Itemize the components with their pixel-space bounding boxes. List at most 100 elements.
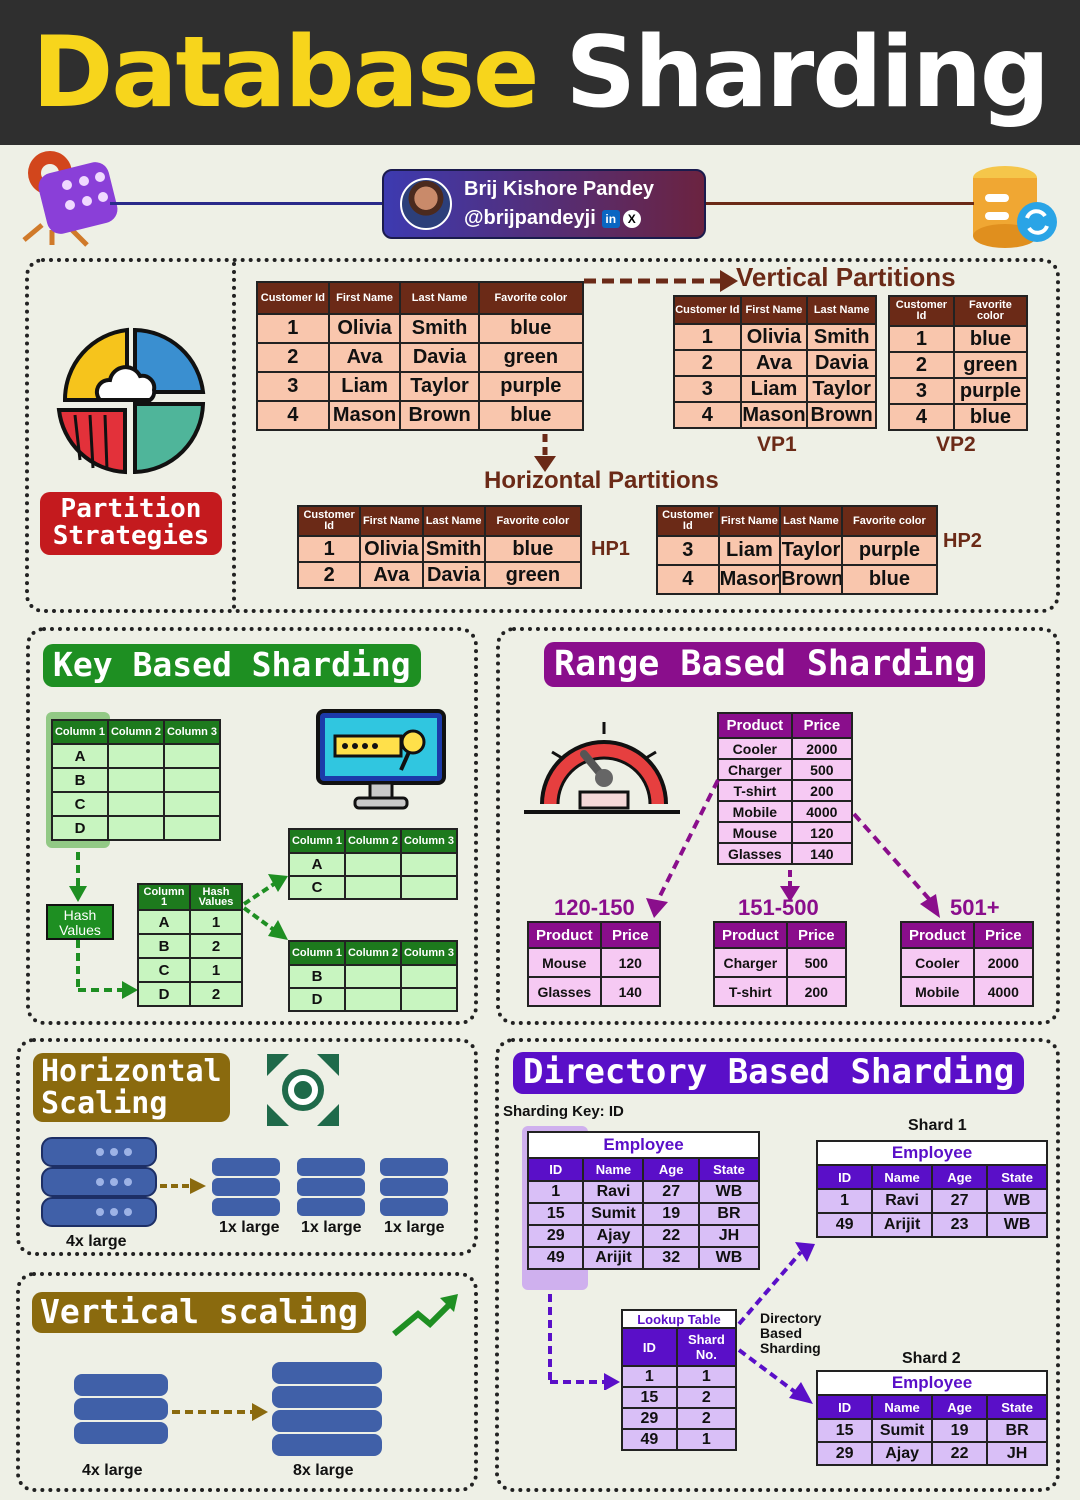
table-cell: Charger [713, 947, 788, 978]
table-row: Cooler 2000 [717, 737, 854, 760]
range3-table: Product Price Cooler 2000 Mobile 4000 [900, 921, 1035, 1007]
table-cell: 1 [673, 323, 742, 351]
column-header: State [697, 1157, 761, 1182]
table-cell: Smith [421, 535, 486, 563]
table-cell: 3 [673, 375, 742, 403]
column-header: Hash Values [189, 883, 243, 911]
table-cell: Smith [399, 313, 480, 344]
range-arrows [646, 779, 940, 918]
table-cell [163, 767, 221, 793]
table-cell: 4 [256, 400, 330, 431]
table-cell: Brown [399, 400, 480, 431]
hscale-small-label-3: 1x large [384, 1219, 445, 1236]
table-cell: purple [840, 535, 939, 566]
table-row: A [51, 743, 221, 769]
table-cell: BR [986, 1418, 1048, 1443]
table-cell: 27 [930, 1188, 989, 1214]
table-caption: Lookup Table [621, 1309, 737, 1329]
table-cell: 200 [790, 779, 854, 802]
table-cell [107, 791, 165, 817]
table-cell: 2 [256, 342, 330, 373]
table-cell: Olivia [739, 323, 809, 351]
table-row: 29 2 [621, 1407, 738, 1430]
column-header: Last Name [779, 505, 843, 537]
table-cell: Mobile [900, 976, 975, 1007]
table-row: Mobile 4000 [717, 800, 854, 823]
trend-up-icon [392, 1294, 458, 1337]
table-cell: 140 [790, 842, 854, 865]
hash-values-box: Hash Values [46, 904, 114, 940]
table-row: 15 Sumit 19 BR [815, 1418, 1048, 1443]
table-caption: Employee [816, 1140, 1048, 1166]
x-icon[interactable]: X [622, 209, 641, 228]
table-cell: Olivia [327, 313, 402, 344]
table-cell [163, 791, 221, 817]
column-header: Column 3 [163, 719, 221, 745]
table-row: D [51, 815, 221, 841]
shard-arrows [737, 1242, 815, 1404]
vp1-table: Customer Id First Name Last Name 1 Olivia Smi… [673, 295, 877, 429]
shard2-table: Employee ID Name Age State 15 Sumit 19 BR 29 Ajay 2… [815, 1370, 1048, 1466]
database-gear-icon [22, 151, 118, 247]
table-cell: Liam [327, 371, 402, 402]
table-cell: Charger [717, 758, 793, 781]
table-cell: 29 [621, 1407, 678, 1430]
partition-strategies-badge: Partition Strategies [40, 492, 222, 555]
vertical-scaling-panel [16, 1272, 478, 1492]
table-row: Charger 500 [717, 758, 854, 781]
column-header: Customer Id [673, 295, 742, 325]
table-cell: 2 [189, 933, 243, 959]
table-row: 2 green [888, 351, 1029, 379]
table-cell: 23 [930, 1212, 989, 1238]
column-header: Product [527, 921, 602, 949]
table-row: 3 Liam Taylor purple [656, 535, 939, 566]
table-cell: Taylor [399, 371, 480, 402]
table-cell: Ravi [871, 1188, 933, 1214]
range1-table: Product Price Mouse 120 Glasses 140 [527, 921, 662, 1007]
column-header: Column 1 [288, 828, 346, 854]
table-cell: green [483, 561, 583, 589]
table-cell: A [51, 743, 109, 769]
table-row: C [51, 791, 221, 817]
table-cell: 22 [642, 1224, 700, 1248]
column-header: State [986, 1394, 1048, 1420]
table-cell: WB [986, 1212, 1048, 1238]
table-cell: 1 [621, 1365, 678, 1388]
table-cell: 1 [815, 1188, 874, 1214]
table-cell: Smith [806, 323, 877, 351]
table-row: Cooler 2000 [900, 947, 1035, 978]
table-cell: 3 [656, 535, 720, 566]
table-cell: Ava [739, 349, 809, 377]
title-database: Database [31, 15, 540, 130]
table-cell: blue [477, 313, 585, 344]
author-card[interactable]: Brij Kishore Pandey @brijpandeyji in X [382, 169, 706, 239]
server-small-icon [212, 1158, 448, 1216]
table-row: Mobile 4000 [900, 976, 1035, 1007]
table-cell: WB [697, 1246, 761, 1270]
table-cell [400, 987, 458, 1012]
column-header: Name [582, 1157, 645, 1182]
linkedin-icon[interactable]: in [601, 209, 620, 228]
table-row: T-shirt 200 [717, 779, 854, 802]
table-row: B [288, 964, 458, 989]
table-cell: A [288, 852, 346, 877]
table-cell: 4 [673, 401, 742, 429]
avatar [400, 178, 452, 230]
table-cell [344, 852, 402, 877]
table-cell: 1 [675, 1365, 738, 1388]
column-header: Shard No. [675, 1327, 738, 1367]
table-cell: Taylor [779, 535, 843, 566]
table-cell: 4000 [972, 976, 1035, 1007]
table-cell: WB [986, 1188, 1048, 1214]
table-cell: D [288, 987, 346, 1012]
table-cell: Cooler [717, 737, 793, 760]
table-row: T-shirt 200 [713, 976, 848, 1007]
table-cell: 15 [526, 1202, 585, 1226]
table-cell [107, 815, 165, 841]
table-cell: 4000 [790, 800, 854, 823]
key-hash-arrows [69, 852, 138, 999]
table-cell: purple [952, 377, 1029, 405]
